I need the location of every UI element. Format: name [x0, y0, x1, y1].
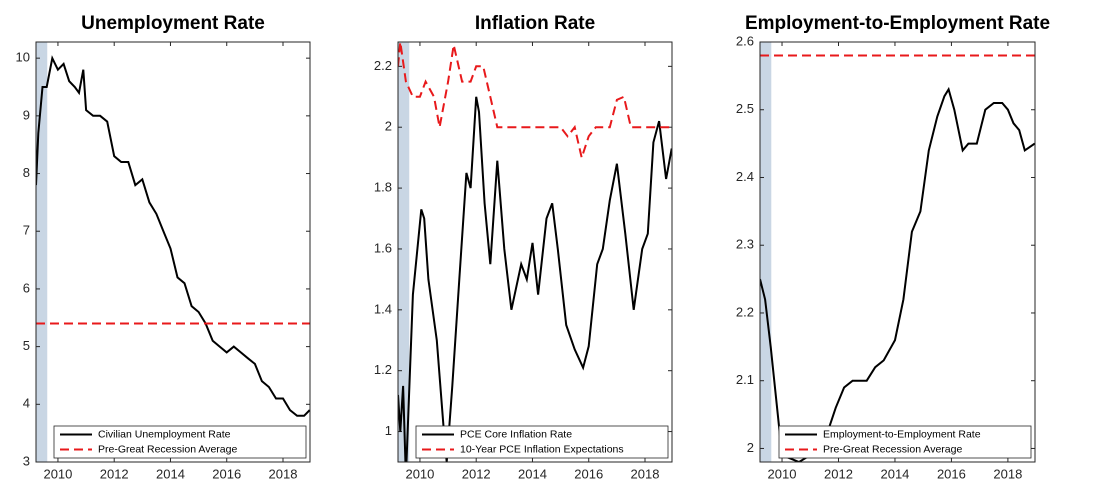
y-tick-label: 5 — [23, 338, 30, 353]
legend: Employment-to-Employment Rate Pre-Great R… — [778, 425, 1032, 459]
axes-box — [35, 41, 311, 463]
x-tick-label: 2016 — [937, 466, 966, 481]
plot-area — [760, 54, 1035, 462]
legend: Civilian Unemployment Rate Pre-Great Rece… — [53, 425, 307, 459]
legend-label: Pre-Great Recession Average — [98, 443, 237, 455]
y-tick-label: 1 — [385, 423, 392, 438]
x-tick-label: 2014 — [518, 466, 547, 481]
y-tick-label: 7 — [23, 223, 30, 238]
legend-box — [415, 425, 669, 459]
legend-label: 10-Year PCE Inflation Expectations — [460, 443, 624, 455]
panel: Inflation Rate 2010 2012 2014 2016 2018 1 1.2 1.… — [374, 13, 673, 481]
y-tick-label: 6 — [23, 280, 30, 295]
recession-shade — [36, 42, 48, 462]
legend-label: Civilian Unemployment Rate — [98, 428, 231, 440]
x-tick-label: 2016 — [212, 466, 241, 481]
axes-box — [759, 41, 1036, 463]
x-tick-label: 2018 — [631, 466, 660, 481]
y-tick-label: 2.6 — [736, 33, 754, 48]
y-tick-label: 2.2 — [374, 58, 392, 73]
x-tick-label: 2014 — [880, 466, 909, 481]
chart-title: Unemployment Rate — [81, 13, 265, 34]
y-tick-label: 2.5 — [736, 101, 754, 116]
y-tick-label: 4 — [23, 396, 30, 411]
x-tick-label: 2012 — [462, 466, 491, 481]
y-tick-label: 9 — [23, 107, 30, 122]
chart-title: Employment-to-Employment Rate — [745, 13, 1050, 34]
x-tick-label: 2012 — [824, 466, 853, 481]
panel: Employment-to-Employment Rate 2010 2012 201… — [736, 13, 1050, 481]
y-tick-label: 1.6 — [374, 240, 392, 255]
recession-shade — [760, 42, 772, 462]
series-line — [398, 96, 672, 462]
x-tick-label: 2010 — [43, 466, 72, 481]
x-tick-label: 2018 — [269, 466, 298, 481]
y-tick-label: 2 — [385, 119, 392, 134]
plot-area — [36, 55, 310, 417]
y-tick-label: 1.8 — [374, 180, 392, 195]
x-tick-label: 2012 — [100, 466, 129, 481]
chart-title: Inflation Rate — [475, 13, 595, 34]
legend: PCE Core Inflation Rate 10-Year PCE Infla… — [415, 425, 669, 459]
legend-box — [778, 425, 1032, 459]
y-tick-label: 2 — [747, 440, 754, 455]
x-tick-label: 2010 — [405, 466, 434, 481]
series-line — [398, 42, 672, 162]
legend-label: Employment-to-Employment Rate — [823, 428, 981, 440]
legend-label: PCE Core Inflation Rate — [460, 428, 572, 440]
y-tick-label: 2.3 — [736, 237, 754, 252]
x-tick-label: 2010 — [768, 466, 797, 481]
y-tick-label: 3 — [23, 453, 30, 468]
legend-label: Pre-Great Recession Average — [823, 443, 962, 455]
y-tick-label: 2.4 — [736, 169, 754, 184]
y-tick-label: 10 — [16, 50, 30, 65]
axes-box — [397, 41, 673, 463]
series-line — [36, 55, 310, 417]
y-tick-label: 2.1 — [736, 372, 754, 387]
series-line — [760, 86, 1035, 462]
y-tick-label: 1.2 — [374, 362, 392, 377]
y-tick-label: 1.4 — [374, 301, 392, 316]
legend-box — [53, 425, 307, 459]
recession-shade — [398, 42, 410, 462]
x-tick-label: 2018 — [993, 466, 1022, 481]
x-tick-label: 2014 — [156, 466, 185, 481]
y-tick-label: 8 — [23, 165, 30, 180]
y-tick-label: 2.2 — [736, 304, 754, 319]
panel: Unemployment Rate 2010 2012 2014 2016 2018 3 4 5… — [16, 13, 311, 481]
plot-area — [398, 42, 672, 462]
x-tick-label: 2016 — [574, 466, 603, 481]
